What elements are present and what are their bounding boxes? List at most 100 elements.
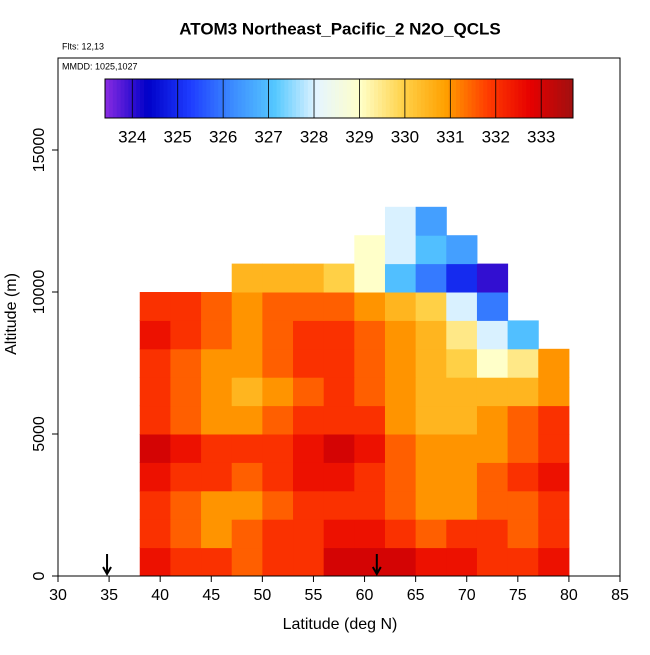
x-axis-label: Latitude (deg N) [283,616,398,633]
heat-cell [262,490,294,520]
colorbar-swatch [214,79,219,118]
heat-cell [323,519,355,549]
heat-cell [354,263,386,293]
flight-arrow [371,554,382,577]
colorbar-swatch [261,79,266,118]
colorbar-swatch [498,79,504,118]
colorbar-swatch [155,79,161,118]
heat-cell [507,405,539,435]
heat-cell [354,490,386,520]
colorbar-swatch [124,79,129,118]
x-tick-label: 60 [356,587,374,604]
heat-cell [201,462,233,492]
heat-cell [446,519,478,549]
colorbar-swatch [452,79,457,118]
colorbar-swatch [553,79,558,118]
heat-cell [231,348,263,378]
colorbar-swatch [409,79,414,118]
heat-cell [384,320,417,350]
colorbar-swatch [105,79,110,118]
heat-cell [170,462,202,492]
colorbar-swatch [307,79,313,118]
colorbar-swatch [522,79,527,118]
heat-cell [293,377,325,407]
heat-cell [354,348,386,378]
colorbar-swatch [557,79,562,118]
heat-cell [293,547,325,577]
heat-cell [139,547,171,577]
flight-arrow [102,554,112,577]
heat-cell [476,263,509,293]
heat-cell [415,263,447,293]
colorbar-swatch [405,79,410,118]
colorbar-swatch [206,79,211,118]
heat-cell [231,490,263,520]
heat-cell [201,434,233,463]
heat-cell [415,292,447,321]
heat-cell [201,377,233,407]
colorbar-tick-label: 332 [482,127,510,146]
colorbar-swatch [288,79,293,118]
heat-cell [354,320,386,350]
heat-cell [323,434,355,463]
heat-cell [262,348,294,378]
heat-cell [446,405,478,435]
heat-cell [139,519,171,549]
heat-cell [293,462,325,492]
colorbar-swatch [249,79,254,118]
colorbar-swatch [440,79,445,118]
colorbar-swatch [233,79,239,118]
heat-cell [354,405,386,435]
annotation: Flts: 12,13 [62,41,104,51]
heat-cell [476,405,509,435]
heat-cell [384,348,417,378]
colorbar-swatch [342,79,348,118]
colorbar-swatch [456,79,461,118]
colorbar-swatch [225,79,231,118]
colorbar-swatch [370,79,375,118]
y-tick-label: 5000 [31,416,48,452]
heat-cell [323,348,355,378]
colorbar-frame [104,78,574,119]
colorbar-swatch [354,79,359,118]
heat-cell [538,462,570,492]
heat-cell [201,490,233,520]
heat-cell [323,547,355,577]
colorbar-swatch [358,79,363,118]
heat-cell [170,292,202,321]
colorbar-swatch [401,79,406,118]
colorbar-swatch [241,79,246,118]
heat-cell [354,462,386,492]
heat-cell [384,292,417,321]
colorbar-swatch [475,79,480,118]
heat-cell [384,519,417,549]
colorbar-swatch [378,79,383,118]
colorbar-swatch [459,79,465,118]
colorbar-swatch [257,79,262,118]
colorbar-swatch [389,79,395,118]
heat-cell [476,292,509,321]
x-tick-label: 65 [407,587,425,604]
heat-cell [538,377,570,407]
colorbar-swatch [483,79,488,118]
x-tick-label: 75 [509,587,527,604]
heat-cell [415,348,447,378]
colorbar-swatch [545,79,551,118]
heat-cell [446,235,478,265]
colorbar-swatch [467,79,473,118]
heat-cell [476,490,509,520]
heat-cell [415,434,447,463]
colorbar-tick-label: 331 [436,127,464,146]
heat-cell [384,434,417,463]
colorbar-swatch [108,79,114,118]
heat-cell [538,490,570,520]
colorbar-swatch [506,79,512,118]
heat-cell [384,235,417,265]
heat-cell [354,547,386,577]
heat-cell [231,462,263,492]
heat-cell [231,320,263,350]
colorbar-swatch [534,79,539,118]
heat-cell [415,320,447,350]
heat-cell [170,519,202,549]
colorbar-swatch [518,79,523,118]
